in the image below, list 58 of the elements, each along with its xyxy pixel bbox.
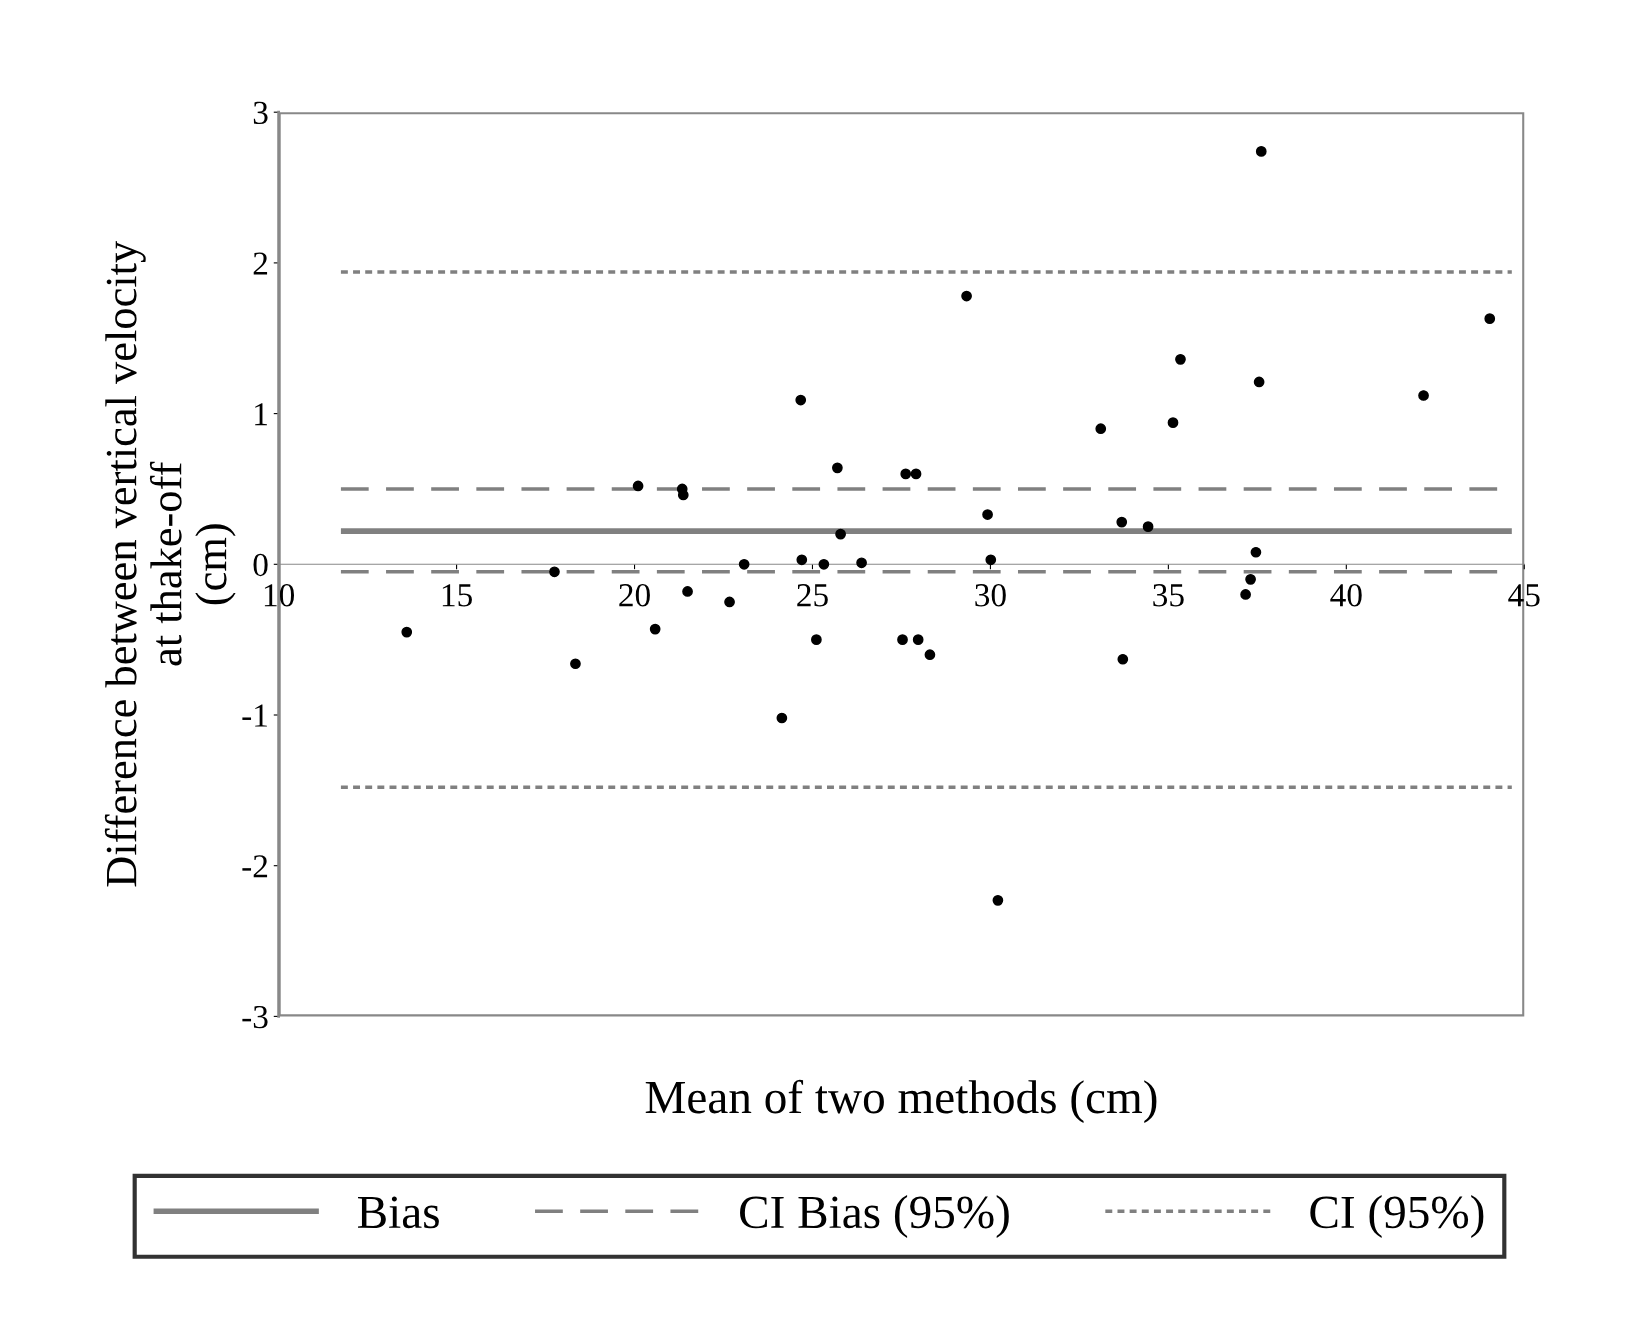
x-axis-title: Mean of two methods (cm) bbox=[645, 1079, 1157, 1123]
x-tick-label: 20 bbox=[619, 584, 650, 607]
point bbox=[992, 895, 1004, 906]
point bbox=[632, 480, 644, 492]
point bbox=[724, 596, 735, 608]
point bbox=[776, 712, 788, 724]
point bbox=[1240, 589, 1251, 600]
point bbox=[811, 634, 822, 646]
point bbox=[1250, 546, 1262, 558]
point bbox=[795, 394, 807, 406]
point bbox=[796, 554, 808, 566]
point bbox=[1418, 390, 1429, 401]
point bbox=[1255, 146, 1267, 157]
point bbox=[682, 586, 693, 597]
point bbox=[570, 658, 581, 670]
point bbox=[982, 509, 993, 520]
point bbox=[832, 462, 843, 474]
y-tick-label: 1 bbox=[255, 403, 267, 426]
point bbox=[549, 566, 560, 578]
point bbox=[1167, 417, 1179, 428]
point bbox=[1116, 516, 1128, 528]
point bbox=[961, 290, 972, 302]
y-tick-label: 0 bbox=[253, 553, 268, 577]
y-tick-label: -1 bbox=[242, 704, 267, 727]
y-tick-label: -3 bbox=[242, 1005, 268, 1029]
x-tick-label: 10 bbox=[264, 584, 295, 607]
point bbox=[401, 626, 413, 638]
y-tick-label: 2 bbox=[253, 252, 268, 275]
point bbox=[910, 468, 922, 480]
x-tick-label: 40 bbox=[1330, 584, 1362, 607]
x-tick-label: 15 bbox=[442, 584, 472, 607]
point bbox=[1142, 521, 1154, 532]
y-tick-label: 3 bbox=[253, 101, 268, 125]
point bbox=[924, 649, 936, 661]
point bbox=[985, 554, 997, 566]
point bbox=[1484, 313, 1496, 325]
point bbox=[1175, 353, 1186, 365]
point bbox=[900, 468, 912, 480]
point bbox=[897, 634, 908, 646]
legend-label: Bias bbox=[357, 1196, 439, 1229]
x-tick-label: 35 bbox=[1153, 584, 1184, 607]
point bbox=[1253, 376, 1265, 388]
legend-label: CI (95%) bbox=[1310, 1195, 1484, 1238]
x-tick-label: 25 bbox=[797, 584, 828, 607]
point bbox=[1245, 574, 1256, 585]
point bbox=[818, 558, 830, 570]
point bbox=[738, 558, 750, 570]
legend-label: CI Bias (95%) bbox=[740, 1195, 1009, 1238]
point bbox=[1095, 423, 1107, 435]
x-tick-label: 30 bbox=[975, 584, 1006, 607]
x-tick-label: 45 bbox=[1508, 584, 1540, 607]
point bbox=[912, 634, 924, 646]
point bbox=[856, 557, 867, 569]
y-axis-title: Difference between vertical velocity at thake-off (cm) bbox=[104, 240, 236, 887]
point bbox=[649, 623, 661, 635]
point bbox=[835, 528, 846, 540]
point bbox=[1117, 653, 1129, 665]
y-tick-label: -2 bbox=[242, 855, 268, 878]
